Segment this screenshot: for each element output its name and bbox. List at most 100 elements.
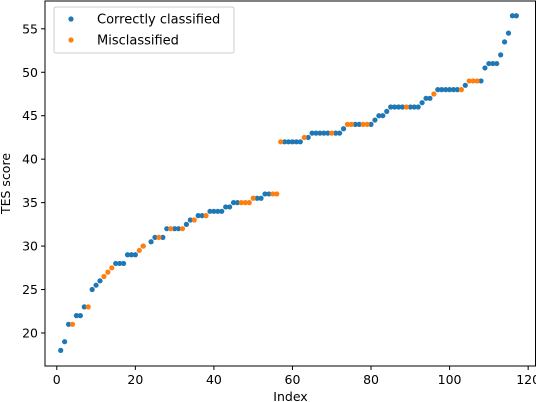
point-correct-28 xyxy=(215,208,221,214)
point-correct-26 xyxy=(207,208,213,214)
point-misclassified-27 xyxy=(458,87,464,93)
point-correct-25 xyxy=(199,213,205,219)
point-correct-8 xyxy=(97,278,103,284)
point-misclassified-22 xyxy=(348,121,354,127)
point-correct-46 xyxy=(317,130,323,136)
y-tick-label: 40 xyxy=(22,152,38,167)
point-correct-73 xyxy=(450,87,457,93)
y-tick-label: 50 xyxy=(22,65,38,80)
x-axis-label: Index xyxy=(273,389,307,402)
point-correct-48 xyxy=(325,130,331,136)
y-tick-label: 20 xyxy=(22,325,38,340)
point-correct-42 xyxy=(297,139,303,145)
point-correct-77 xyxy=(482,65,488,71)
point-misclassified-25 xyxy=(403,104,409,110)
point-misclassified-18 xyxy=(278,139,284,145)
point-correct-63 xyxy=(407,104,413,110)
point-misclassified-24 xyxy=(364,121,370,127)
point-misclassified-11 xyxy=(203,213,209,219)
plot-frame xyxy=(44,0,536,367)
point-correct-44 xyxy=(309,130,315,136)
point-correct-19 xyxy=(164,226,170,232)
point-correct-34 xyxy=(254,195,260,201)
point-misclassified-29 xyxy=(470,78,476,84)
point-correct-47 xyxy=(321,130,327,136)
point-correct-33 xyxy=(234,200,241,206)
point-correct-52 xyxy=(352,121,358,127)
point-misclassified-10 xyxy=(191,217,197,223)
point-correct-71 xyxy=(443,87,449,93)
point-misclassified-26 xyxy=(431,91,437,97)
point-correct-66 xyxy=(419,100,425,106)
point-correct-18 xyxy=(160,234,166,240)
point-correct-74 xyxy=(454,87,461,93)
point-correct-41 xyxy=(293,139,299,145)
point-correct-51 xyxy=(340,126,347,132)
point-correct-39 xyxy=(285,139,292,145)
point-correct-45 xyxy=(313,130,319,136)
point-misclassified-20 xyxy=(329,130,335,136)
legend-box xyxy=(53,6,235,54)
point-correct-53 xyxy=(356,121,362,127)
point-correct-35 xyxy=(258,195,264,201)
point-misclassified-5 xyxy=(136,247,142,254)
point-correct-68 xyxy=(427,95,433,101)
point-correct-6 xyxy=(89,286,95,293)
legend: Correctly classified Misclassified xyxy=(53,6,235,54)
y-tick-label: 25 xyxy=(22,282,38,297)
y-axis-label: TES score xyxy=(0,153,13,215)
point-misclassified-3 xyxy=(105,269,111,275)
legend-marker-misclassified xyxy=(68,37,74,43)
point-correct-56 xyxy=(376,113,382,119)
point-correct-85 xyxy=(513,13,519,19)
point-misclassified-16 xyxy=(270,191,276,197)
x-tick-label: 20 xyxy=(127,372,143,387)
x-tick-label: 120 xyxy=(516,372,536,387)
point-misclassified-28 xyxy=(466,78,472,84)
point-correct-83 xyxy=(505,30,512,36)
point-correct-76 xyxy=(478,78,484,84)
point-correct-37 xyxy=(266,191,272,197)
point-misclassified-30 xyxy=(474,78,480,84)
point-correct-80 xyxy=(494,60,500,67)
point-correct-81 xyxy=(498,52,504,58)
x-tick-label: 100 xyxy=(438,372,462,387)
point-correct-59 xyxy=(388,104,394,110)
legend-marker-correct xyxy=(68,16,74,22)
point-correct-64 xyxy=(411,104,417,110)
point-correct-54 xyxy=(368,121,374,127)
point-correct-17 xyxy=(152,234,158,240)
point-correct-60 xyxy=(391,104,398,110)
point-correct-40 xyxy=(289,139,296,145)
x-tick-label: 40 xyxy=(206,372,222,387)
point-correct-57 xyxy=(380,113,386,119)
point-correct-14 xyxy=(132,252,138,258)
point-correct-4 xyxy=(77,313,83,319)
point-correct-49 xyxy=(333,130,339,136)
point-correct-20 xyxy=(172,226,178,232)
point-misclassified-15 xyxy=(250,195,256,201)
point-misclassified-4 xyxy=(109,265,115,271)
y-tick-label: 45 xyxy=(22,108,38,123)
point-correct-78 xyxy=(486,60,492,67)
legend-label-misclassified: Misclassified xyxy=(97,34,179,49)
point-correct-1 xyxy=(62,339,68,345)
point-correct-67 xyxy=(423,95,429,101)
point-correct-55 xyxy=(372,117,378,123)
point-misclassified-6 xyxy=(140,243,146,249)
point-misclassified-7 xyxy=(156,234,162,240)
point-correct-58 xyxy=(384,108,390,114)
point-misclassified-19 xyxy=(301,134,307,141)
point-misclassified-0 xyxy=(69,321,76,327)
legend-label-correct: Correctly classified xyxy=(97,13,220,28)
point-correct-79 xyxy=(490,60,496,67)
point-correct-82 xyxy=(501,39,508,45)
x-tick-label: 80 xyxy=(363,372,379,387)
point-correct-7 xyxy=(93,282,99,288)
point-misclassified-8 xyxy=(168,226,174,232)
x-axis-ticks: 0 20 40 60 80 100 120 xyxy=(53,366,536,387)
point-correct-22 xyxy=(183,221,190,227)
point-correct-72 xyxy=(446,87,453,93)
point-correct-3 xyxy=(73,313,80,319)
